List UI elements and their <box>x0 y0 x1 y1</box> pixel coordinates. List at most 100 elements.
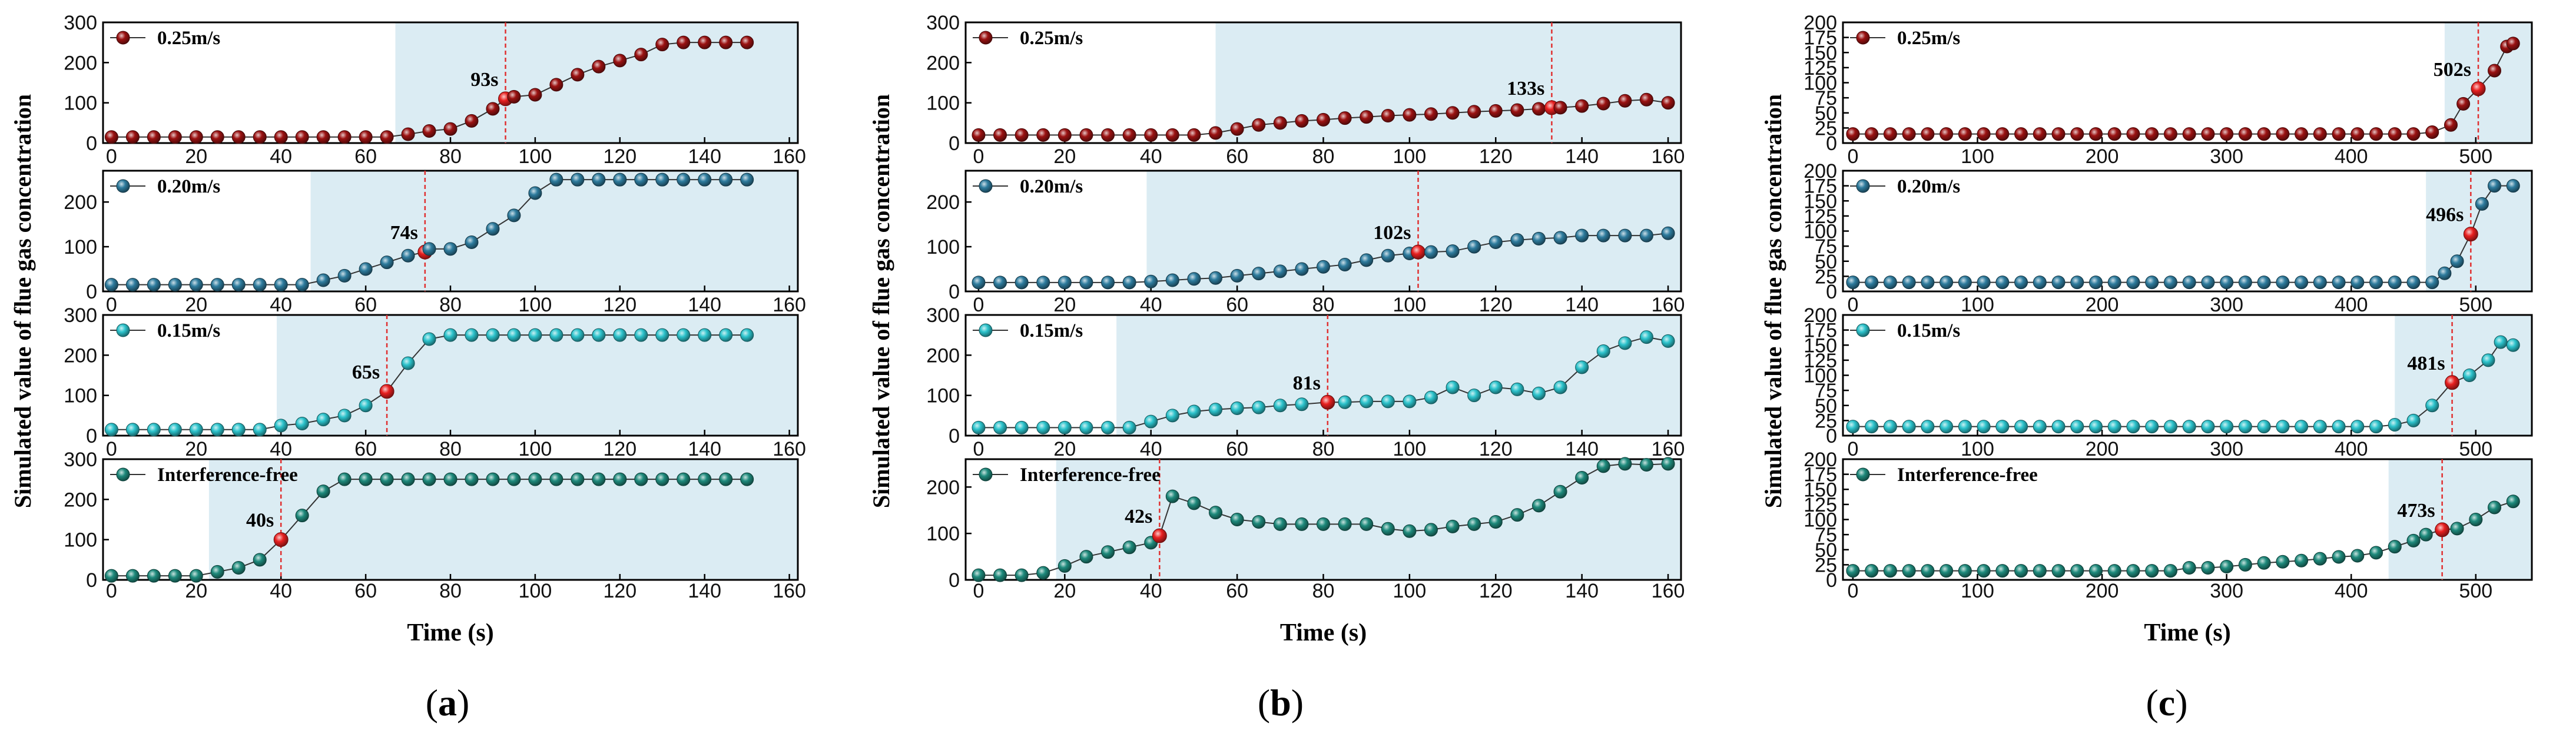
y-tick-label: 200 <box>1803 449 1837 471</box>
data-point <box>168 569 182 583</box>
y-tick-label: 150 <box>1803 334 1837 357</box>
data-point <box>1015 276 1029 290</box>
data-point <box>1273 264 1287 278</box>
data-point <box>2238 276 2252 290</box>
data-point <box>993 276 1007 290</box>
data-point <box>1403 108 1417 122</box>
data-point <box>972 276 986 290</box>
event-point <box>1320 394 1335 410</box>
x-tick-label: 100 <box>1393 294 1427 316</box>
y-tick-label: 100 <box>1803 509 1837 532</box>
event-point <box>2435 522 2450 537</box>
data-point <box>359 472 373 486</box>
x-tick-label: 40 <box>270 145 292 168</box>
x-tick-label: 100 <box>1961 145 1994 168</box>
data-point <box>1639 457 1653 472</box>
data-point <box>1596 344 1610 358</box>
y-tick-label: 100 <box>64 529 97 552</box>
data-point <box>2494 335 2508 349</box>
series-line <box>1852 42 2514 135</box>
data-point <box>486 222 500 236</box>
data-point <box>1902 127 1916 141</box>
data-point <box>1618 228 1632 243</box>
data-point <box>1165 409 1179 423</box>
data-point <box>2388 418 2402 432</box>
x-tick-label: 60 <box>354 580 377 602</box>
data-point <box>2475 197 2489 211</box>
data-point <box>1036 128 1050 142</box>
x-tick-label: 200 <box>2086 294 2119 316</box>
data-point <box>1165 489 1179 503</box>
x-tick-label: 20 <box>1053 580 1076 602</box>
event-annotation: 74s <box>390 222 418 244</box>
data-point <box>210 565 224 579</box>
data-point <box>1995 420 2010 434</box>
y-tick-label: 175 <box>1803 175 1837 198</box>
data-point <box>2488 179 2502 193</box>
data-point <box>1360 517 1374 531</box>
x-tick-label: 100 <box>519 145 552 168</box>
data-point <box>443 122 457 136</box>
subplot-a-2: 0 100 200 0 20 40 60 80 100 120 140 160 74s 0.20m/s <box>64 170 806 316</box>
data-point <box>634 48 648 62</box>
data-point <box>1360 394 1374 409</box>
y-tick-label: 100 <box>926 385 960 407</box>
x-tick-label: 120 <box>1479 294 1513 316</box>
x-tick-label: 100 <box>1961 580 1994 602</box>
data-point <box>677 172 691 187</box>
data-point <box>2088 564 2103 578</box>
series-line <box>978 463 1669 576</box>
x-tick-label: 80 <box>1312 145 1335 168</box>
event-annotation: 481s <box>2407 353 2445 374</box>
event-annotation: 65s <box>352 361 380 383</box>
y-tick-label: 125 <box>1803 350 1837 372</box>
data-point <box>2163 420 2177 434</box>
data-point <box>2276 420 2290 434</box>
data-point <box>2107 420 2121 434</box>
data-point <box>740 328 754 342</box>
x-axis-label: Time (s) <box>1280 619 1367 646</box>
event-annotation: 496s <box>2426 204 2464 226</box>
data-point <box>2332 127 2346 141</box>
legend-label: Interference-free <box>157 464 298 486</box>
data-point <box>2070 420 2084 434</box>
data-point <box>1531 499 1546 513</box>
data-point <box>1958 420 1972 434</box>
data-point <box>1977 420 1991 434</box>
x-tick-label: 200 <box>2086 145 2119 168</box>
x-tick-label: 500 <box>2459 438 2492 460</box>
data-point <box>1273 517 1287 531</box>
y-tick-label: 0 <box>1826 425 1837 447</box>
data-point <box>592 59 606 74</box>
x-tick-label: 500 <box>2459 580 2492 602</box>
data-point <box>1273 116 1287 130</box>
event-point <box>2445 375 2460 390</box>
legend-marker <box>116 467 130 482</box>
data-point <box>1403 524 1417 538</box>
y-axis-label: Simulated value of flue gas concentratio… <box>868 94 894 508</box>
data-point <box>1575 228 1589 243</box>
data-point <box>422 242 436 256</box>
data-point <box>2419 527 2433 542</box>
y-tick-label: 100 <box>1803 365 1837 387</box>
legend-marker <box>1856 179 1870 193</box>
data-point <box>1144 274 1158 288</box>
data-point <box>401 356 415 370</box>
data-point <box>1424 245 1438 259</box>
x-tick-label: 120 <box>603 145 636 168</box>
shaded-region <box>310 171 798 291</box>
data-point <box>1977 127 1991 141</box>
data-point <box>655 172 669 187</box>
data-point <box>1338 257 1352 271</box>
x-tick-label: 100 <box>519 294 552 316</box>
y-tick-label: 200 <box>926 191 960 214</box>
event-annotation: 81s <box>1293 372 1321 394</box>
data-point <box>592 328 606 342</box>
data-point <box>993 568 1007 582</box>
data-point <box>231 561 246 575</box>
data-point <box>1209 506 1223 520</box>
event-point <box>1152 528 1167 543</box>
event-annotation: 133s <box>1507 78 1544 99</box>
x-tick-label: 0 <box>106 145 117 168</box>
